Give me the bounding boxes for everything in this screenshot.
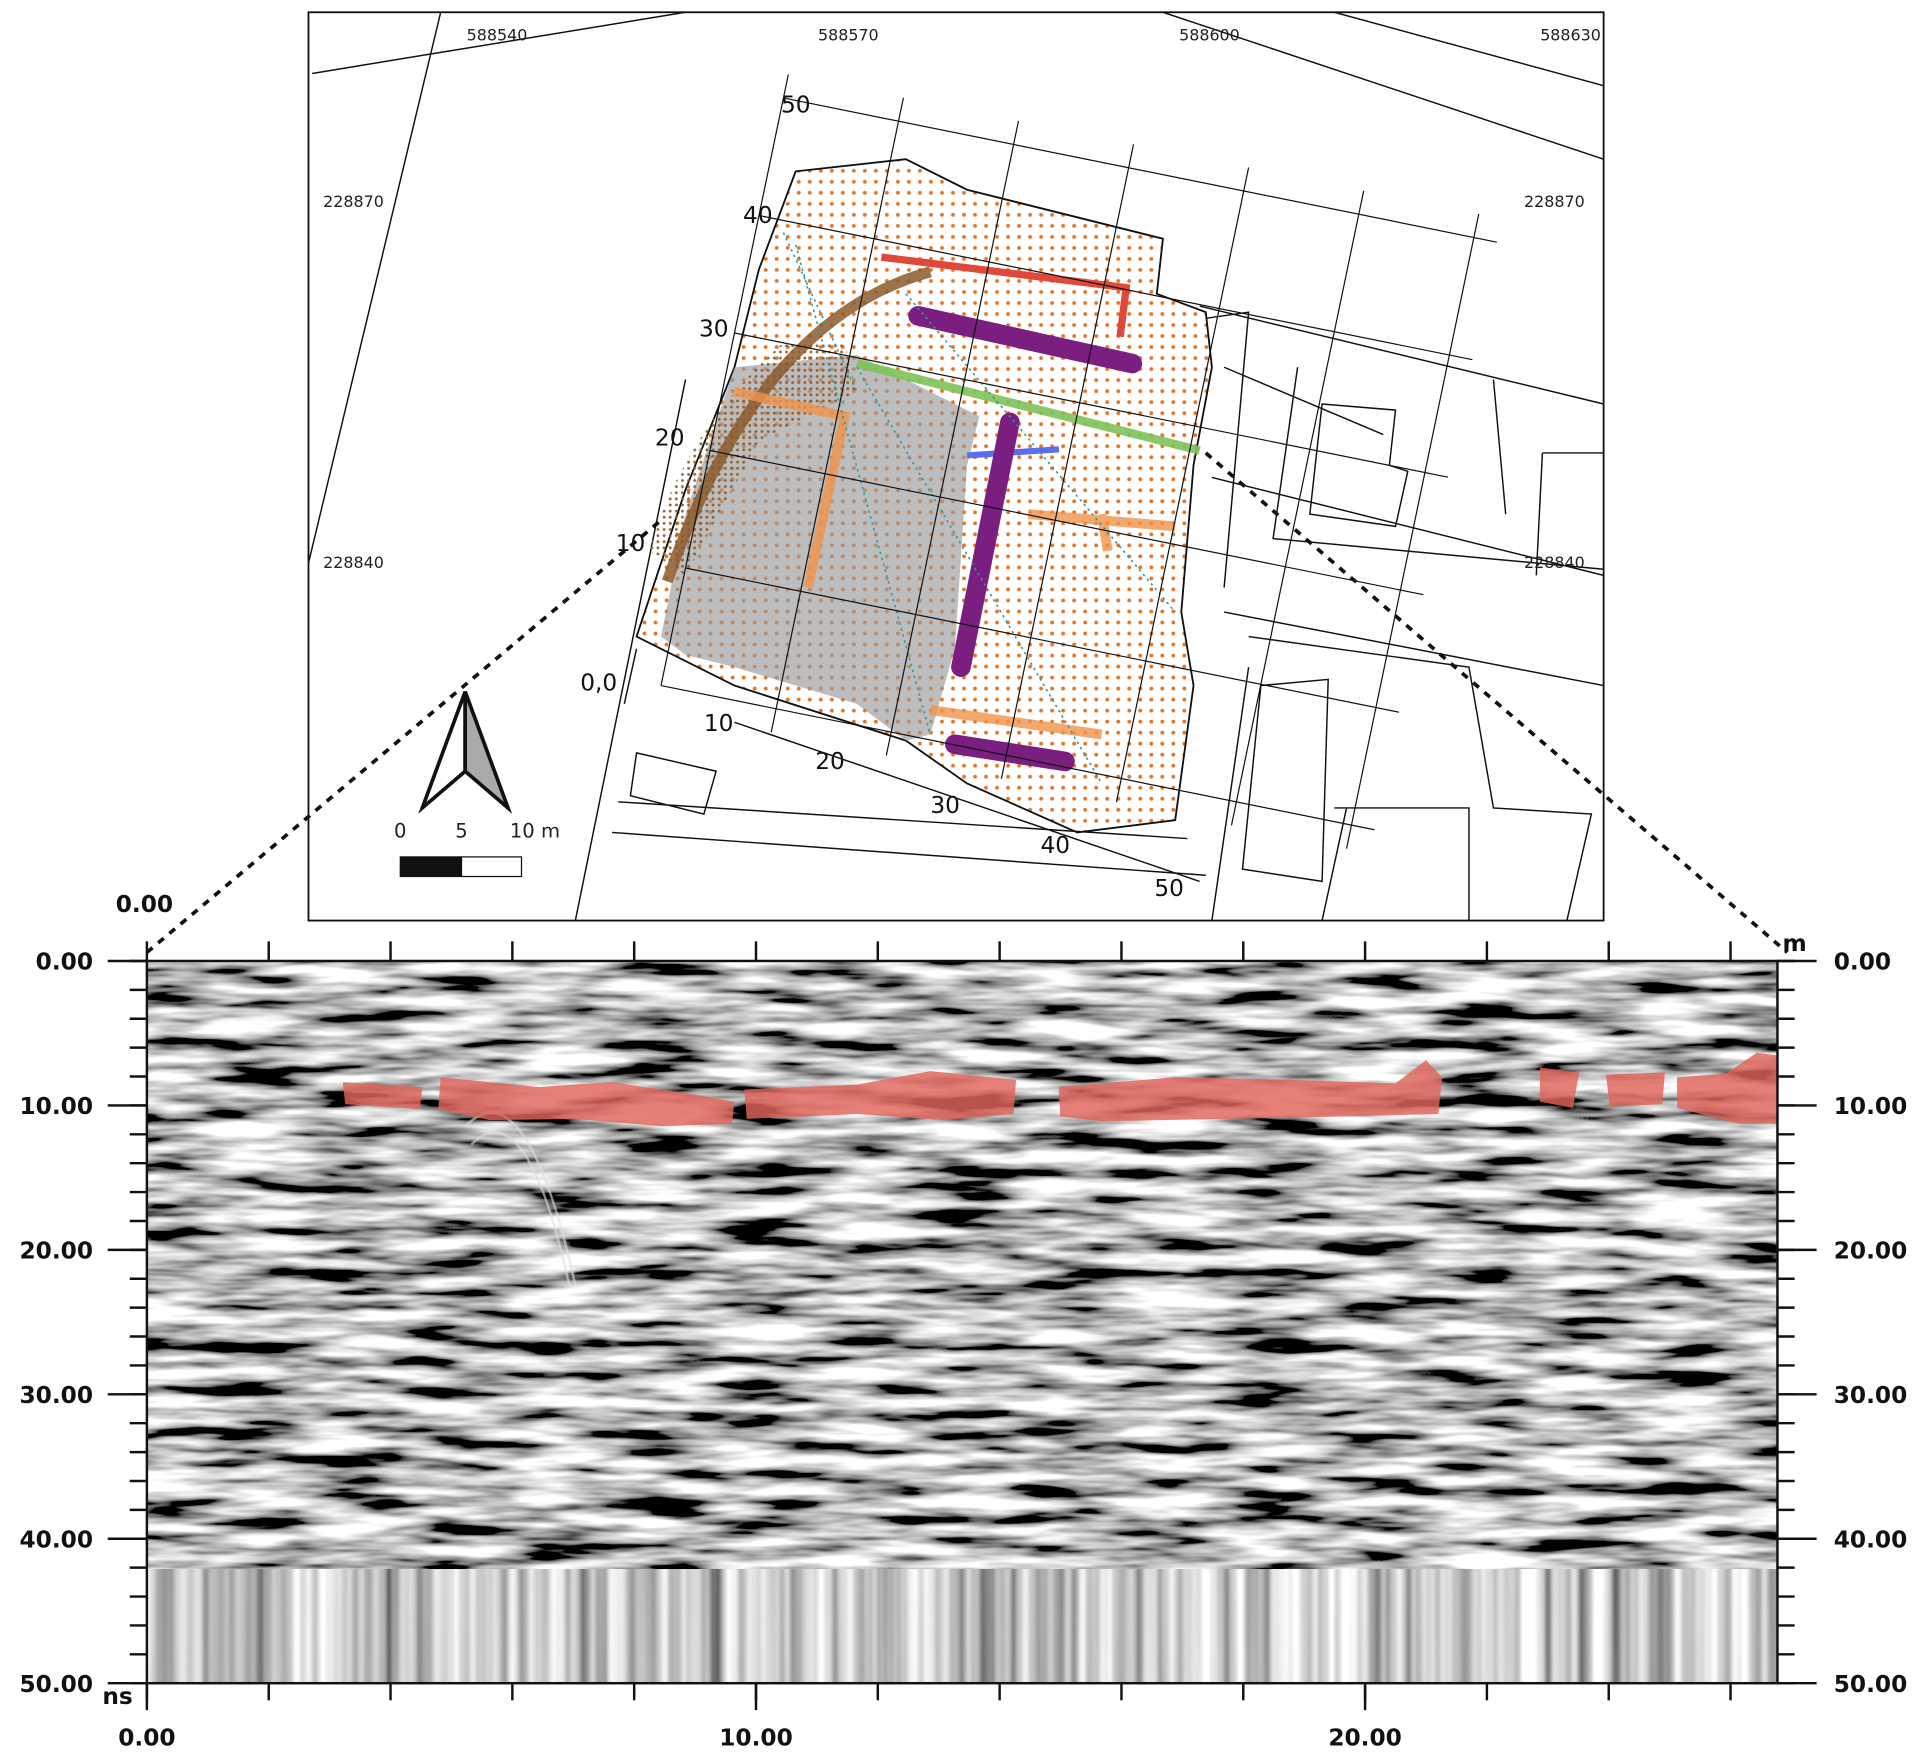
x-tick-label: 20.00 bbox=[1328, 1725, 1402, 1752]
y-tick-label-right: 30.00 bbox=[1834, 1382, 1908, 1409]
scale-label: 10 m bbox=[510, 819, 560, 842]
y-tick-label-right: 40.00 bbox=[1834, 1526, 1908, 1553]
grid-label-x: 10 bbox=[704, 710, 734, 737]
grid-label-x: 20 bbox=[815, 748, 845, 775]
y-tick-label-left: 50.00 bbox=[19, 1671, 93, 1698]
y-tick-label-right: 20.00 bbox=[1834, 1237, 1908, 1264]
grid-label-y: 40 bbox=[743, 202, 773, 229]
scale-bar-part bbox=[400, 857, 461, 877]
easting-label: 588570 bbox=[818, 25, 879, 44]
page: {"map": { "easting_labels": ["588540", "… bbox=[0, 0, 1917, 1753]
y-tick-label-right: 0.00 bbox=[1834, 949, 1891, 976]
y-tick-label-right: 50.00 bbox=[1834, 1671, 1908, 1698]
grid-label-y: 20 bbox=[655, 425, 685, 452]
y-tick-label-left: 30.00 bbox=[19, 1382, 93, 1409]
grid-label-x: 30 bbox=[930, 792, 960, 819]
y-tick-label-left: 40.00 bbox=[19, 1526, 93, 1553]
x-tick-label: 0.00 bbox=[118, 1725, 175, 1752]
northing-label: 228870 bbox=[1524, 192, 1585, 211]
easting-label: 588600 bbox=[1179, 25, 1240, 44]
scale-label: 0 bbox=[394, 819, 406, 842]
figure: 588540 588570 588600 588630 228870 22884… bbox=[0, 0, 1917, 1753]
radargram: 0.00 m ns 0.00 10.00 20.00 0.00 0.00 10.00 10.… bbox=[19, 891, 1907, 1752]
map: 588540 588570 588600 588630 228870 22884… bbox=[308, 12, 1603, 920]
northing-label: 228840 bbox=[323, 553, 384, 572]
y-tick-label-left: 10.00 bbox=[19, 1093, 93, 1120]
northing-label: 228840 bbox=[1524, 553, 1585, 572]
easting-label: 588630 bbox=[1540, 25, 1601, 44]
y-tick-label-left: 0.00 bbox=[36, 949, 93, 976]
x-unit: m bbox=[1782, 930, 1806, 957]
grid-label-x: 40 bbox=[1041, 832, 1071, 859]
radargram-noise-floor bbox=[147, 1569, 1778, 1683]
grid-label-y: 30 bbox=[699, 316, 729, 343]
easting-label: 588540 bbox=[467, 25, 528, 44]
scale-bar-part bbox=[462, 857, 522, 877]
y-unit: ns bbox=[102, 1683, 132, 1710]
x-tick-label: 10.00 bbox=[719, 1725, 793, 1752]
northing-label: 228870 bbox=[323, 192, 384, 211]
grid-label-y: 50 bbox=[781, 92, 811, 119]
grid-label-x: 50 bbox=[1154, 875, 1184, 902]
reflector-part bbox=[1540, 1067, 1579, 1107]
scale-label: 5 bbox=[455, 819, 467, 842]
radargram-image bbox=[147, 961, 1778, 1569]
y-tick-label-right: 10.00 bbox=[1834, 1093, 1908, 1120]
top-left-label: 0.00 bbox=[116, 891, 173, 918]
reflector-part bbox=[1606, 1072, 1665, 1106]
y-tick-label-left: 20.00 bbox=[19, 1237, 93, 1264]
grid-label-y: 0,0 bbox=[580, 669, 617, 696]
